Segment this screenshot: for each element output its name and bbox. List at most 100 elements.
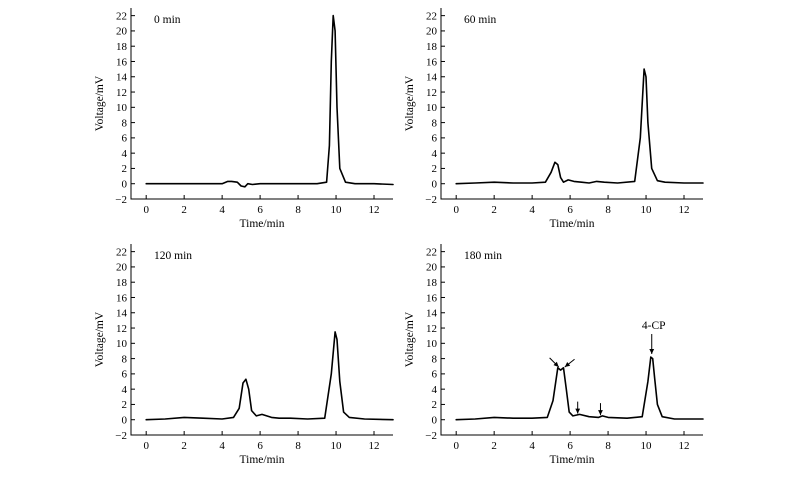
y-tick-label: 18: [116, 277, 128, 289]
y-tick-label: 12: [426, 323, 437, 335]
y-tick-label: 2: [122, 163, 128, 175]
x-tick-label: 4: [529, 440, 535, 452]
y-tick-label: 20: [426, 262, 438, 274]
y-tick-label: 16: [426, 292, 438, 304]
x-tick-label: 10: [331, 440, 343, 452]
x-tick-label: 6: [567, 204, 573, 216]
y-tick-label: 10: [426, 338, 438, 350]
x-tick-label: 10: [641, 440, 653, 452]
y-tick-label: −2: [425, 194, 437, 206]
panel-time-label: 60 min: [464, 14, 497, 26]
y-tick-label: 0: [122, 179, 128, 191]
y-tick-label: 16: [116, 56, 128, 68]
y-tick-label: 4: [122, 148, 128, 160]
x-tick-label: 6: [257, 204, 263, 216]
annotation-arrowhead: [564, 362, 571, 368]
x-tick-label: 6: [567, 440, 573, 452]
y-tick-label: 8: [122, 117, 128, 129]
x-tick-label: 0: [453, 204, 459, 216]
y-tick-label: 14: [426, 308, 438, 320]
y-tick-label: 20: [426, 26, 438, 38]
x-tick-label: 2: [181, 204, 187, 216]
y-tick-label: 18: [426, 41, 438, 53]
y-tick-label: 2: [122, 399, 128, 411]
x-tick-label: 8: [605, 204, 611, 216]
chromatogram-trace: [455, 356, 704, 421]
x-tick-label: 6: [257, 440, 263, 452]
y-tick-label: 4: [432, 148, 438, 160]
y-tick-label: 20: [116, 26, 128, 38]
annotation-arrowhead: [553, 361, 559, 368]
chromatogram-trace: [145, 14, 394, 188]
x-tick-label: 12: [369, 204, 380, 216]
y-tick-label: 14: [116, 308, 128, 320]
y-tick-label: 10: [116, 102, 128, 114]
y-axis-title: Voltage/mV: [404, 311, 416, 367]
x-tick-label: 12: [369, 440, 380, 452]
chart-panel-1: −2 0 2 4 6 8 10 12 14 16 18 20 22 0 2 4 6 8 10 12 Time/min Vo…: [404, 8, 704, 230]
x-tick-label: 2: [491, 204, 497, 216]
chromatogram-trace: [455, 68, 704, 185]
y-tick-label: 22: [116, 10, 127, 22]
annotation-arrowhead: [598, 410, 603, 416]
y-tick-label: 2: [432, 163, 438, 175]
panel-time-label: 180 min: [464, 250, 502, 262]
y-tick-label: 22: [116, 246, 127, 258]
x-tick-label: 4: [529, 204, 535, 216]
axis-lines: [440, 8, 703, 200]
y-tick-label: 18: [426, 277, 438, 289]
x-tick-label: 8: [605, 440, 611, 452]
chart-panel-0: −2 0 2 4 6 8 10 12 14 16 18 20 22 0 2 4 6 8 10 12 Time/min Vo…: [94, 8, 394, 230]
y-tick-label: 8: [122, 353, 128, 365]
x-tick-label: 0: [143, 204, 149, 216]
x-axis-title: Time/min: [550, 454, 595, 466]
y-tick-label: 6: [432, 133, 438, 145]
annotation-arrowhead: [649, 349, 655, 355]
annotation-arrowhead: [575, 408, 581, 414]
axis-lines: [130, 244, 393, 436]
x-tick-label: 10: [641, 204, 653, 216]
y-tick-label: 20: [116, 262, 128, 274]
x-axis-title: Time/min: [240, 454, 285, 466]
y-tick-label: 16: [426, 56, 438, 68]
y-tick-label: 12: [116, 87, 127, 99]
panel-time-label: 0 min: [154, 14, 181, 26]
y-tick-label: 6: [122, 133, 128, 145]
y-tick-label: 22: [426, 246, 437, 258]
y-tick-label: 0: [432, 415, 438, 427]
y-tick-label: 22: [426, 10, 437, 22]
y-tick-label: 8: [432, 117, 438, 129]
x-tick-label: 4: [219, 204, 225, 216]
x-tick-label: 12: [679, 440, 690, 452]
x-tick-label: 2: [491, 440, 497, 452]
y-tick-label: 2: [432, 399, 438, 411]
x-tick-label: 8: [295, 440, 301, 452]
x-tick-label: 0: [453, 440, 459, 452]
y-tick-label: 4: [432, 384, 438, 396]
y-tick-label: 16: [116, 292, 128, 304]
y-axis-title: Voltage/mV: [94, 311, 106, 367]
chart-panel-3: −2 0 2 4 6 8 10 12 14 16 18 20 22 0 2 4 6 8 10 12 Time/min Vo…: [404, 244, 704, 466]
y-tick-label: 10: [426, 102, 438, 114]
peak-label: 4-CP: [642, 320, 666, 332]
x-tick-label: 4: [219, 440, 225, 452]
y-tick-label: −2: [115, 430, 127, 442]
y-tick-label: 0: [122, 415, 128, 427]
x-tick-label: 10: [331, 204, 343, 216]
y-tick-label: 18: [116, 41, 128, 53]
x-tick-label: 12: [679, 204, 690, 216]
y-tick-label: 12: [116, 323, 127, 335]
x-axis-title: Time/min: [240, 218, 285, 230]
axis-lines: [440, 244, 703, 436]
axis-lines: [130, 8, 393, 200]
y-tick-label: 14: [116, 72, 128, 84]
y-tick-label: 10: [116, 338, 128, 350]
x-tick-label: 0: [143, 440, 149, 452]
y-axis-title: Voltage/mV: [404, 75, 416, 131]
x-tick-label: 8: [295, 204, 301, 216]
y-tick-label: 14: [426, 72, 438, 84]
y-tick-label: −2: [425, 430, 437, 442]
y-axis-title: Voltage/mV: [94, 75, 106, 131]
x-axis-title: Time/min: [550, 218, 595, 230]
